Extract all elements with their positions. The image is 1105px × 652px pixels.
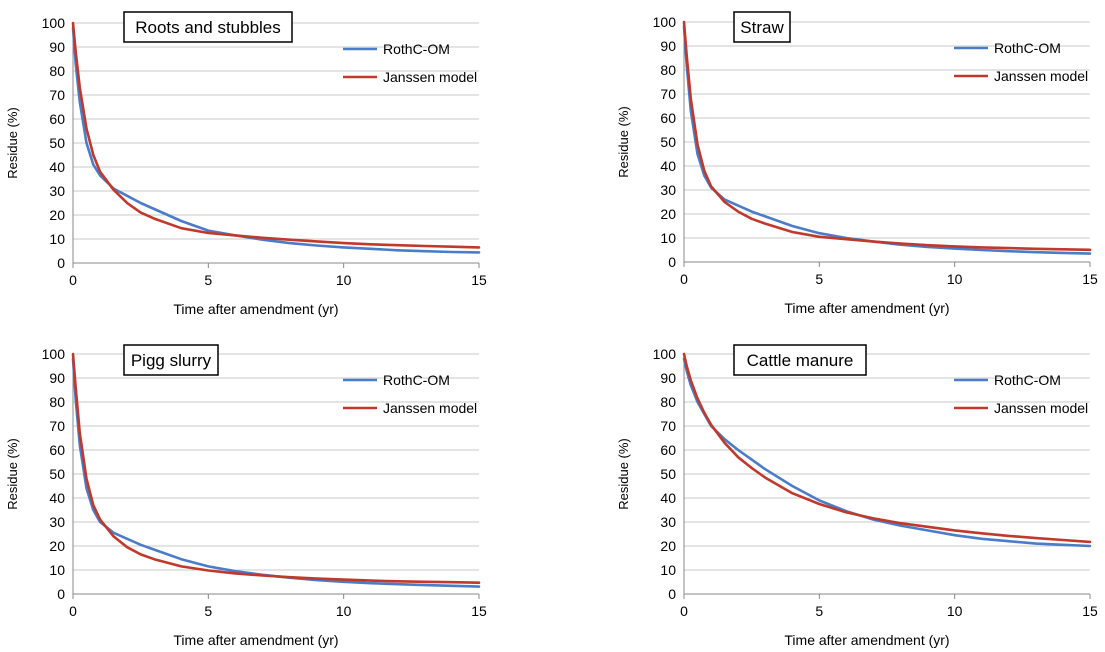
y-tick-label: 90: [49, 39, 65, 55]
x-tick-label: 0: [69, 272, 77, 288]
series-line-janssen-model: [71, 21, 481, 249]
legend-label: Janssen model: [383, 400, 477, 416]
y-tick-label: 60: [49, 442, 65, 458]
x-tick-label: 10: [947, 603, 963, 619]
y-tick-label: 10: [660, 562, 676, 578]
y-tick-label: 70: [660, 86, 676, 102]
y-tick-label: 60: [49, 111, 65, 127]
chart-panel-1: 0 10 20 30 40 50 60 70 80 90 100 0 5 10 15 Time after a…: [5, 11, 487, 317]
chart-title-box: [733, 344, 867, 376]
x-tick-label: 15: [471, 272, 487, 288]
y-tick-label: 70: [49, 418, 65, 434]
y-tick-label: 0: [668, 586, 676, 602]
x-axis-label: Time after amendment (yr): [784, 632, 949, 648]
y-tick-label: 90: [660, 38, 676, 54]
x-tick-label: 15: [1082, 271, 1098, 287]
chart-panel-4: 0 10 20 30 40 50 60 70 80 90 100 0 5 10 15 Time after a…: [616, 344, 1098, 648]
y-tick-label: 30: [49, 183, 65, 199]
chart-title-box: [733, 11, 791, 43]
y-tick-label: 90: [660, 370, 676, 386]
chart-title-box: [123, 11, 293, 43]
y-tick-label: 100: [653, 346, 677, 362]
legend-label: RothC-OM: [994, 40, 1061, 56]
x-tick-label: 10: [336, 603, 352, 619]
y-axis-label: Residue (%): [616, 106, 631, 178]
series-line-rothc-om: [682, 25, 1092, 255]
y-tick-label: 30: [660, 514, 676, 530]
series-line-rothc-om: [71, 26, 481, 254]
x-tick-label: 10: [336, 272, 352, 288]
y-tick-label: 70: [660, 418, 676, 434]
x-tick-label: 5: [204, 603, 212, 619]
y-tick-label: 90: [49, 370, 65, 386]
legend-label: RothC-OM: [994, 372, 1061, 388]
x-tick-label: 5: [815, 271, 823, 287]
y-tick-label: 20: [660, 538, 676, 554]
y-tick-label: 30: [49, 514, 65, 530]
y-tick-label: 50: [660, 466, 676, 482]
x-tick-label: 5: [204, 272, 212, 288]
y-tick-label: 40: [49, 159, 65, 175]
y-tick-label: 50: [660, 134, 676, 150]
y-tick-label: 40: [660, 490, 676, 506]
chart-panel-2: 0 10 20 30 40 50 60 70 80 90 100 0 5 10 15 Time after a…: [616, 11, 1098, 316]
x-tick-label: 0: [680, 271, 688, 287]
legend-label: Janssen model: [994, 68, 1088, 84]
y-axis-label: Residue (%): [5, 438, 20, 510]
chart-title-box: [123, 344, 219, 376]
y-axis-label: Residue (%): [616, 438, 631, 510]
y-tick-label: 20: [49, 207, 65, 223]
legend-label: Janssen model: [994, 400, 1088, 416]
y-tick-label: 10: [660, 230, 676, 246]
x-tick-label: 0: [680, 603, 688, 619]
y-tick-label: 100: [42, 346, 66, 362]
y-tick-label: 0: [668, 254, 676, 270]
legend-label: Janssen model: [383, 69, 477, 85]
x-tick-label: 0: [69, 603, 77, 619]
chart-title: Straw: [740, 18, 784, 37]
series-line-janssen-model: [682, 20, 1092, 252]
chart-panel-3: 0 10 20 30 40 50 60 70 80 90 100 0 5 10 15 Time after a…: [5, 344, 487, 648]
y-tick-label: 40: [660, 158, 676, 174]
series-line-janssen-model: [682, 352, 1092, 544]
y-tick-label: 50: [49, 135, 65, 151]
x-tick-label: 15: [471, 603, 487, 619]
chart-title: Roots and stubbles: [135, 18, 281, 37]
y-tick-label: 30: [660, 182, 676, 198]
y-tick-label: 100: [42, 15, 66, 31]
y-tick-label: 60: [660, 442, 676, 458]
x-axis-label: Time after amendment (yr): [784, 300, 949, 316]
x-tick-label: 10: [947, 271, 963, 287]
y-tick-label: 80: [49, 394, 65, 410]
y-axis-label: Residue (%): [5, 107, 20, 179]
legend-label: RothC-OM: [383, 41, 450, 57]
y-tick-label: 0: [57, 255, 65, 271]
series-line-janssen-model: [71, 352, 481, 584]
x-axis-label: Time after amendment (yr): [173, 632, 338, 648]
y-tick-label: 10: [49, 231, 65, 247]
x-tick-label: 15: [1082, 603, 1098, 619]
y-tick-label: 20: [49, 538, 65, 554]
y-tick-label: 50: [49, 466, 65, 482]
y-tick-label: 70: [49, 87, 65, 103]
series-line-rothc-om: [71, 357, 481, 588]
y-tick-label: 10: [49, 562, 65, 578]
x-tick-label: 5: [815, 603, 823, 619]
y-tick-label: 40: [49, 490, 65, 506]
legend-label: RothC-OM: [383, 372, 450, 388]
y-tick-label: 60: [660, 110, 676, 126]
chart-title: Cattle manure: [747, 351, 854, 370]
y-tick-label: 0: [57, 586, 65, 602]
y-tick-label: 80: [49, 63, 65, 79]
y-tick-label: 20: [660, 206, 676, 222]
y-tick-label: 80: [660, 62, 676, 78]
y-tick-label: 100: [653, 14, 677, 30]
y-tick-label: 80: [660, 394, 676, 410]
chart-title: Pigg slurry: [131, 351, 212, 370]
x-axis-label: Time after amendment (yr): [173, 301, 338, 317]
